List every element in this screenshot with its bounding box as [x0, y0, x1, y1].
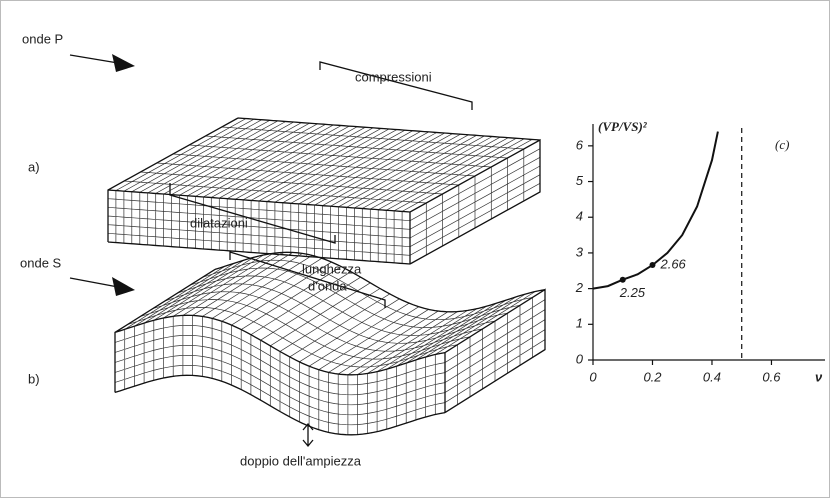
point-label: 2.66	[659, 256, 686, 271]
label: compressioni	[355, 69, 432, 84]
chart-title: (c)	[775, 137, 789, 152]
y-axis-label: (VP/VS)²	[598, 119, 648, 134]
x-tick-label: 0.2	[643, 369, 662, 384]
arrow-head	[112, 277, 135, 296]
arrow-s	[69, 277, 119, 288]
chart: 0 1 2 3 4 5 6 0 0.2 0.4 0.6 ν (VP/VS)² (c) 2.25 2.66	[575, 119, 825, 384]
x-axis-label: ν	[815, 369, 823, 384]
y-tick-label: 4	[576, 209, 583, 224]
curve	[592, 131, 719, 290]
label: a)	[28, 159, 40, 174]
bracket	[169, 183, 336, 244]
x-tick-label: 0.6	[762, 369, 781, 384]
point-label: 2.25	[619, 285, 646, 300]
bracket	[319, 61, 473, 110]
label: d'onda	[308, 278, 347, 293]
y-tick-label: 1	[576, 316, 583, 331]
arrow-p	[69, 54, 119, 64]
x-tick-label: 0.4	[703, 369, 721, 384]
label: onde P	[22, 31, 63, 46]
x-tick-label: 0	[589, 369, 597, 384]
amp-arrow	[302, 422, 314, 448]
y-tick-label: 0	[576, 351, 584, 366]
label: b)	[28, 371, 40, 386]
bracket	[229, 251, 386, 308]
label: lunghezza	[302, 261, 362, 276]
point	[619, 276, 626, 283]
y-tick-label: 5	[576, 173, 584, 188]
point	[649, 262, 656, 269]
y-tick-label: 2	[575, 280, 584, 295]
mesh-edge	[107, 117, 541, 265]
label: onde S	[20, 255, 62, 270]
label: dilatazioni	[190, 215, 248, 230]
mesh-edge	[114, 251, 546, 436]
label: doppio dell'ampiezza	[240, 453, 362, 468]
blocks	[107, 117, 546, 436]
y-tick-label: 3	[576, 244, 584, 259]
y-tick-label: 6	[576, 137, 584, 152]
arrow-head	[112, 54, 135, 72]
